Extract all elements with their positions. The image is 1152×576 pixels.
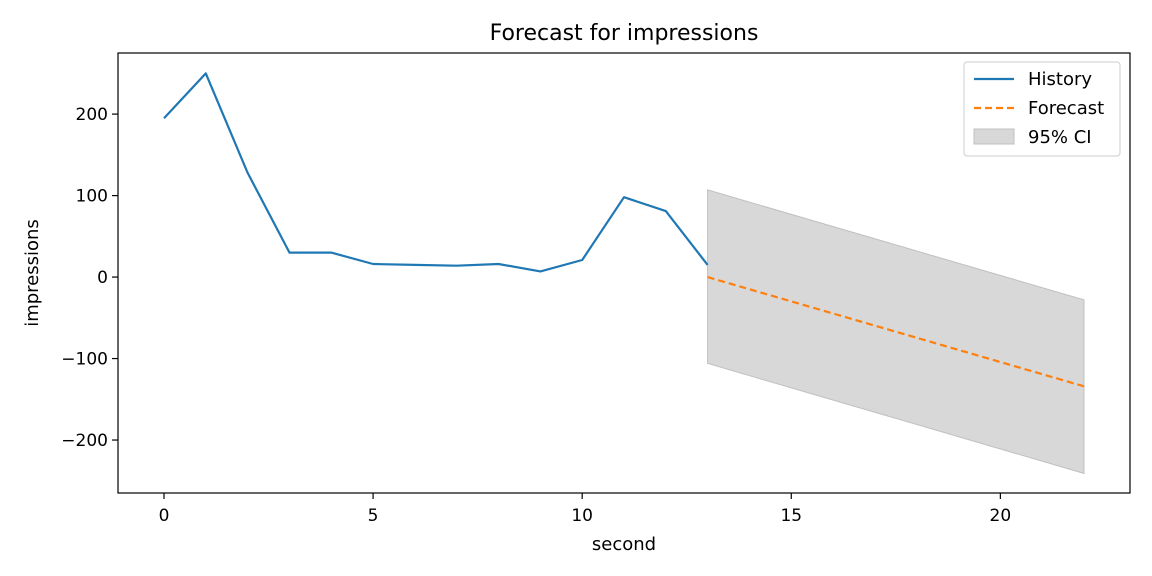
chart-title: Forecast for impressions [490, 21, 759, 46]
legend-history-label: History [1028, 69, 1092, 90]
x-tick-label: 5 [368, 506, 379, 526]
legend: History Forecast 95% CI [963, 61, 1121, 157]
x-tick-label: 15 [780, 506, 802, 526]
legend-ci-label: 95% CI [1028, 127, 1092, 148]
x-tick-label: 10 [571, 506, 593, 526]
y-axis: −200 −100 0 100 200 [61, 105, 118, 451]
y-tick-label: 100 [76, 187, 108, 207]
y-tick-label: −200 [61, 431, 108, 451]
y-tick-label: −100 [61, 350, 108, 370]
plot-frame [117, 52, 1131, 494]
y-axis-label: impressions [22, 219, 43, 327]
ci-band [707, 189, 1085, 475]
series-line-history [163, 72, 709, 273]
y-tick-label: 0 [97, 268, 108, 288]
legend-ci-swatch [973, 128, 1015, 145]
x-axis: 0 5 10 15 20 [159, 493, 1012, 526]
x-tick-label: 0 [159, 506, 170, 526]
x-axis-label: second [592, 534, 656, 555]
y-tick-label: 200 [76, 105, 108, 125]
plot-area [163, 72, 1085, 475]
legend-forecast-label: Forecast [1028, 98, 1104, 119]
x-tick-label: 20 [990, 506, 1012, 526]
